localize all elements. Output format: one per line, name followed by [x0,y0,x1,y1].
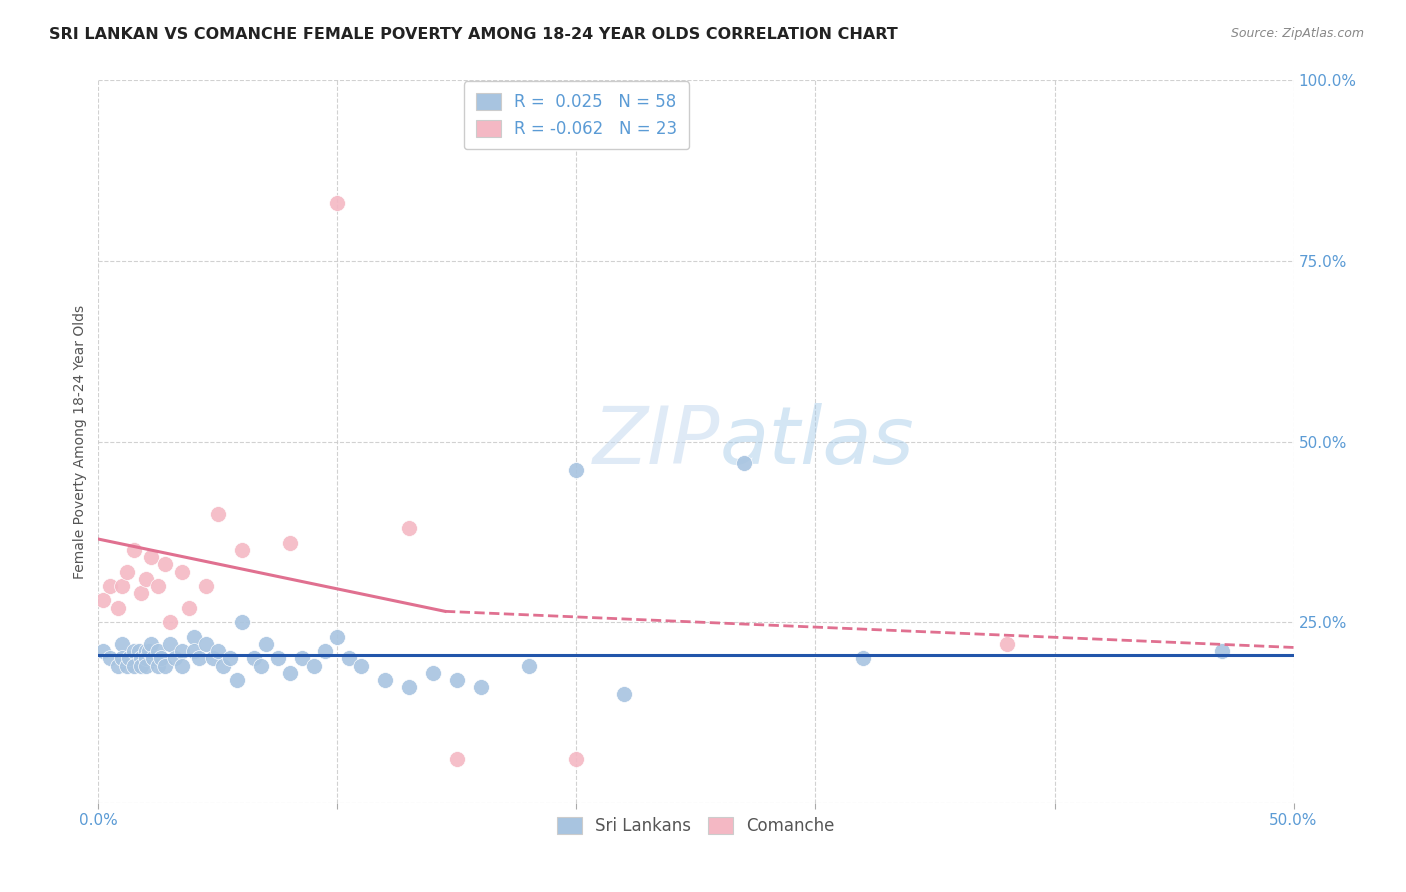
Point [350,658,373,673]
Point [111,651,134,665]
Point [115,658,138,673]
Text: ZIP: ZIP [592,402,720,481]
Point [111,637,134,651]
Point [179,600,201,615]
Point [131,586,153,600]
Point [148,644,170,658]
Text: SRI LANKAN VS COMANCHE FEMALE POVERTY AMONG 18-24 YEAR OLDS CORRELATION CHART: SRI LANKAN VS COMANCHE FEMALE POVERTY AM… [49,27,898,42]
Point [128,644,150,658]
Point [91,593,114,607]
Point [139,637,162,651]
Point [211,658,233,673]
Point [398,680,420,694]
Point [207,644,229,658]
Point [202,651,225,665]
Point [250,658,273,673]
Point [195,637,218,651]
Point [135,651,157,665]
Point [339,651,361,665]
Point [163,651,186,665]
Point [398,521,420,535]
Point [291,651,314,665]
Point [187,651,209,665]
Point [278,665,301,680]
Point [183,630,205,644]
Point [149,651,172,665]
Point [207,507,229,521]
Text: Source: ZipAtlas.com: Source: ZipAtlas.com [1230,27,1364,40]
Point [98,651,122,665]
Point [142,651,165,665]
Point [91,644,114,658]
Point [124,658,146,673]
Point [243,651,266,665]
Point [98,579,122,593]
Point [231,615,253,630]
Point [1211,644,1233,658]
Point [733,456,755,470]
Point [315,644,337,658]
Legend: Sri Lankans, Comanche: Sri Lankans, Comanche [547,807,845,845]
Point [852,651,875,665]
Point [124,542,146,557]
Point [446,752,468,766]
Point [172,658,194,673]
Point [219,651,242,665]
Point [172,644,194,658]
Point [231,542,253,557]
Point [107,658,129,673]
Y-axis label: Female Poverty Among 18-24 Year Olds: Female Poverty Among 18-24 Year Olds [73,304,87,579]
Point [159,615,181,630]
Point [226,673,249,687]
Point [139,550,162,565]
Point [326,196,349,211]
Point [148,579,170,593]
Point [118,651,141,665]
Text: atlas: atlas [720,402,915,481]
Point [124,644,146,658]
Point [517,658,540,673]
Point [267,651,290,665]
Point [613,687,636,701]
Point [470,680,492,694]
Point [422,665,444,680]
Point [107,600,129,615]
Point [159,637,181,651]
Point [155,558,177,572]
Point [111,579,134,593]
Point [565,463,588,477]
Point [131,658,153,673]
Point [326,630,349,644]
Point [565,752,588,766]
Point [148,658,170,673]
Point [138,644,160,658]
Point [135,572,157,586]
Point [183,644,205,658]
Point [995,637,1018,651]
Point [302,658,325,673]
Point [374,673,396,687]
Point [172,565,194,579]
Point [135,658,157,673]
Point [155,658,177,673]
Point [254,637,277,651]
Point [131,651,153,665]
Point [135,644,157,658]
Point [446,673,468,687]
Point [195,579,218,593]
Point [115,565,138,579]
Point [278,535,301,549]
